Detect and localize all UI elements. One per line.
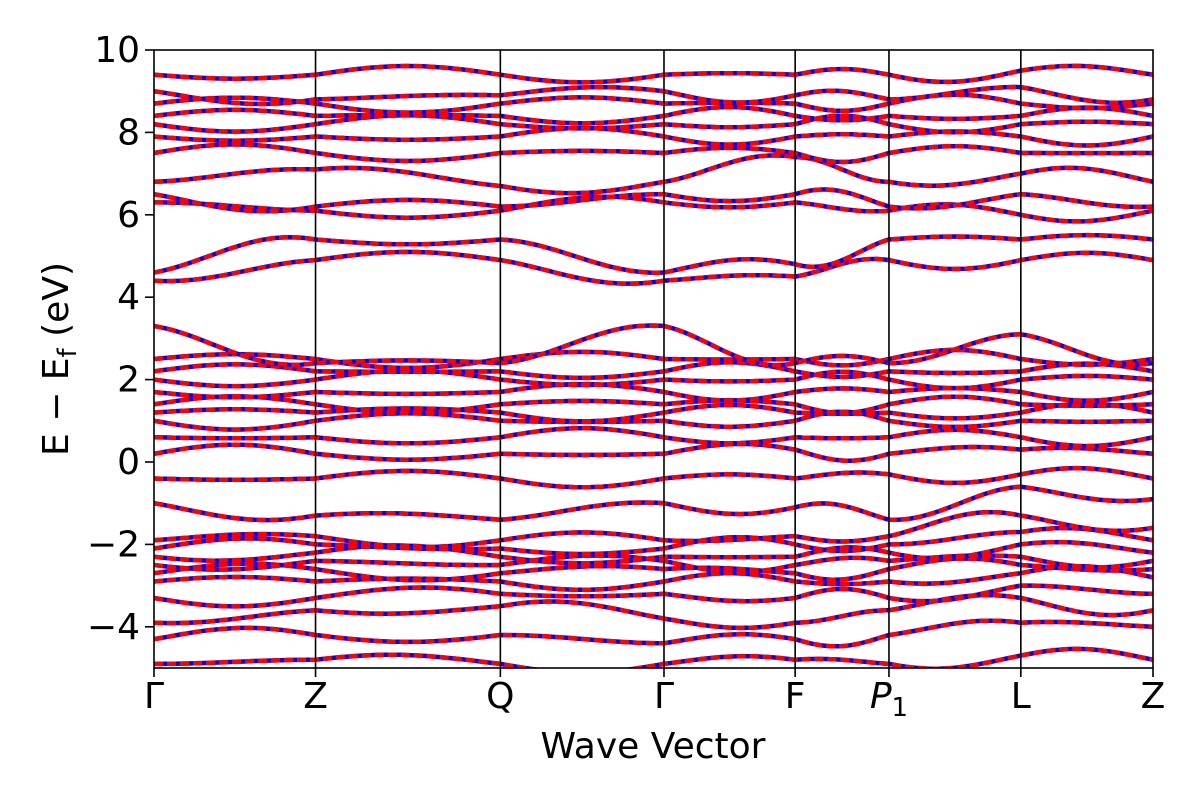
band-line-dashed: [154, 381, 1153, 403]
kpoint-label: Γ: [144, 676, 164, 717]
band-line-dashed: [154, 153, 1153, 196]
band-line-dashed: [154, 232, 1153, 275]
kpoint-label: Q: [486, 676, 514, 717]
kpoint-label: Z: [303, 676, 328, 717]
plot-frame: [153, 49, 1154, 669]
band-line-dashed: [154, 525, 1153, 557]
y-tick-label: 4: [117, 277, 140, 318]
band-line-dashed: [154, 360, 1153, 381]
y-tick-label: 0: [117, 442, 140, 483]
band-line-dashed: [154, 592, 1153, 631]
band-line-dashed: [154, 618, 1153, 649]
band-line-dashed: [154, 425, 1153, 449]
bands-layer: [154, 63, 1153, 668]
band-line-dashed: [154, 509, 1153, 550]
kpoint-label: L: [1011, 676, 1031, 717]
band-line-dashed: [154, 249, 1153, 286]
band-line-dashed: [154, 125, 1153, 148]
y-tick-label: 6: [117, 195, 140, 236]
band-line-dashed: [154, 583, 1153, 609]
y-tick-label: −2: [87, 524, 140, 565]
band-line-dashed: [154, 556, 1153, 583]
kpoint-label: F: [785, 676, 806, 717]
band-line-dashed: [154, 194, 1153, 224]
high-symmetry-lines: [314, 50, 1022, 668]
band-line-dashed: [154, 84, 1153, 107]
y-axis-title: E − Ef (eV): [36, 262, 83, 456]
band-line-solid: [154, 153, 1153, 196]
y-tick-label: 2: [117, 360, 140, 401]
y-tick-label: 10: [94, 30, 140, 71]
y-axis-ticks: −4 −2 0 2 4 6 8 10: [87, 30, 154, 648]
kpoint-label: P1: [870, 676, 908, 723]
y-tick-label: 8: [117, 112, 140, 153]
kpoint-label: Z: [1141, 676, 1166, 717]
band-line-dashed: [154, 646, 1153, 668]
band-line-dashed: [154, 368, 1153, 391]
band-line-dashed: [154, 187, 1153, 214]
band-line-dashed: [154, 401, 1153, 424]
x-axis-ticks: Γ Z Q Γ F P1 L Z: [144, 668, 1165, 723]
x-axis-title: Wave Vector: [541, 726, 766, 767]
band-line-dashed: [154, 553, 1153, 575]
band-line-solid: [154, 249, 1153, 286]
band-line-dashed: [154, 92, 1153, 115]
band-line-solid: [154, 232, 1153, 275]
band-line-dashed: [154, 323, 1153, 368]
band-line-dashed: [154, 63, 1153, 85]
band-line-dashed: [154, 465, 1153, 490]
band-line-dashed: [154, 142, 1153, 165]
band-line-dashed: [154, 113, 1153, 135]
band-line-dashed: [154, 409, 1153, 432]
band-line-dashed: [154, 104, 1153, 126]
band-line-dashed: [154, 347, 1153, 371]
band-line-dashed: [154, 484, 1153, 523]
band-line-dashed: [154, 539, 1153, 566]
y-tick-label: −4: [87, 607, 140, 648]
kpoint-label: Γ: [654, 676, 674, 717]
